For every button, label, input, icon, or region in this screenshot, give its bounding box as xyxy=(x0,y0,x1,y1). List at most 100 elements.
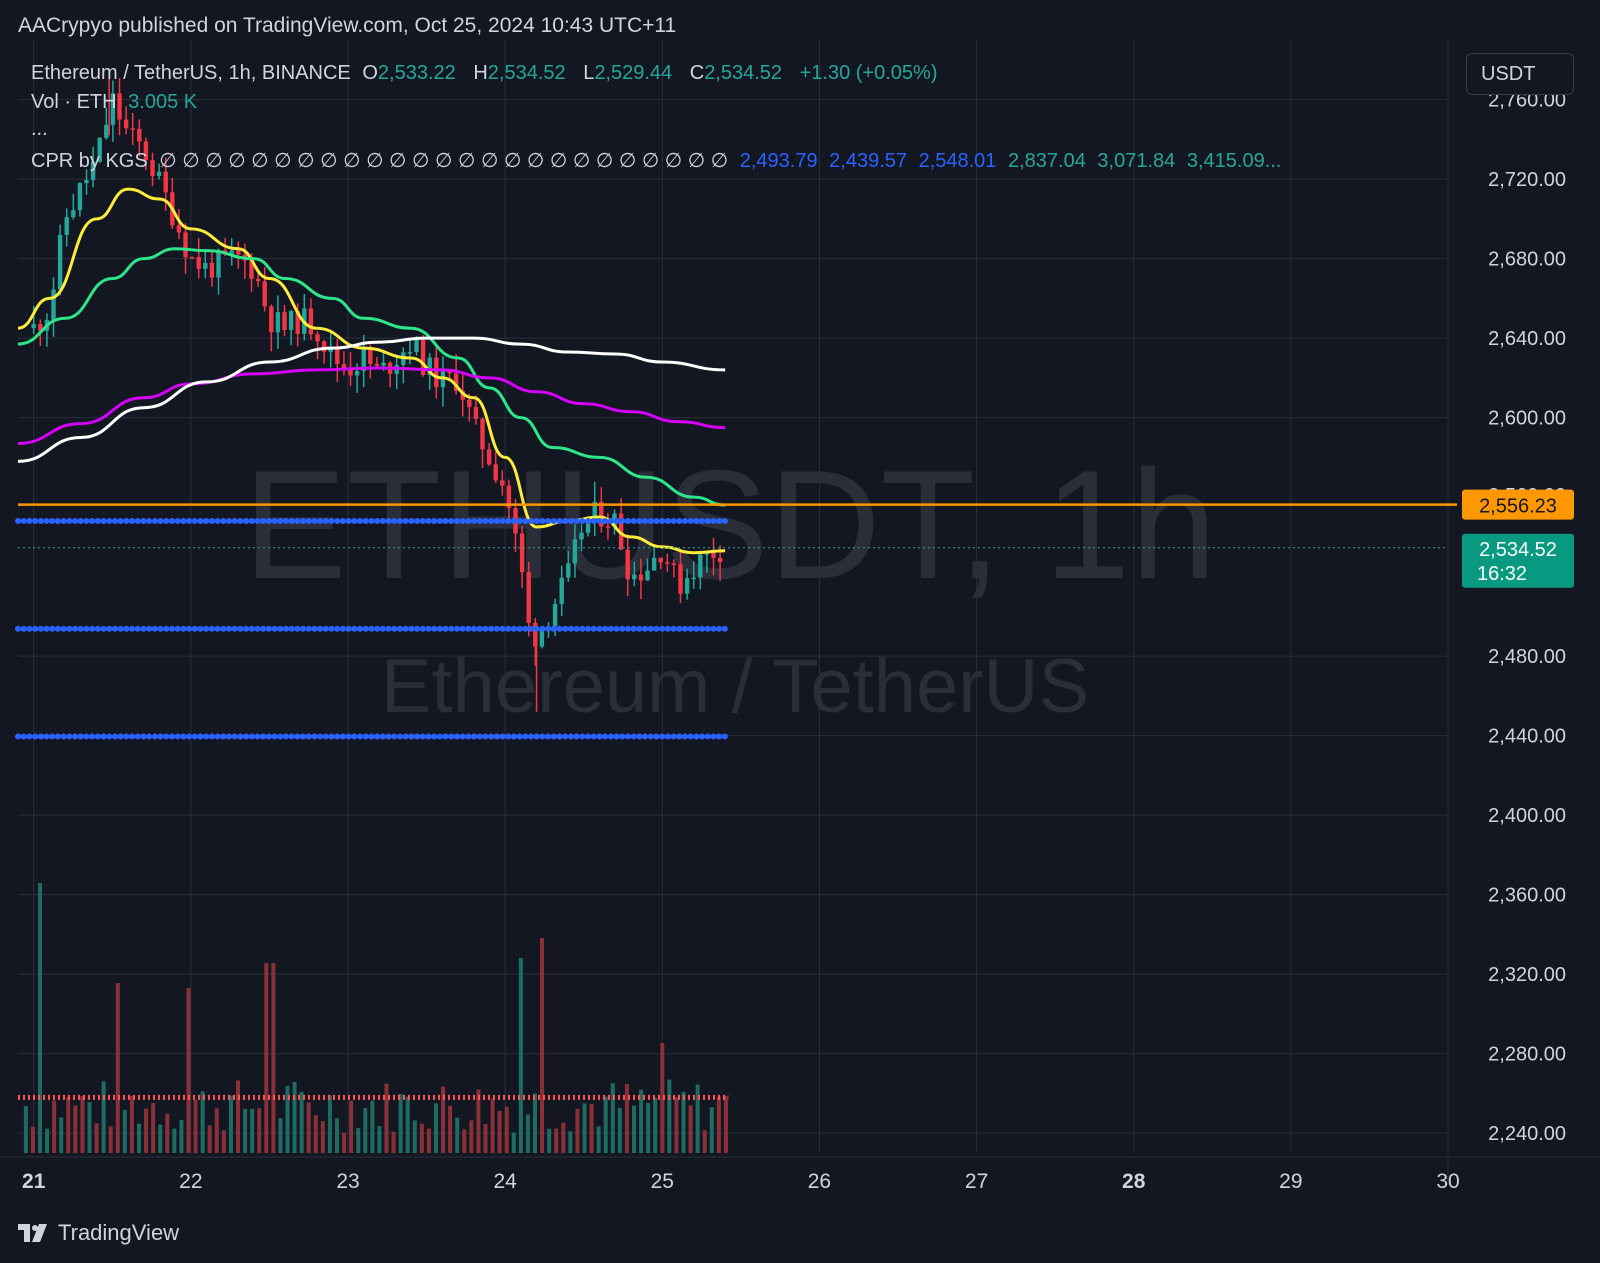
close-value: 2,534.52 xyxy=(704,62,783,84)
candle-body xyxy=(143,141,149,161)
ma-line xyxy=(17,336,726,463)
axes: 2,760.00 2,720.00 2,680.00 2,640.00 2,600.00… xyxy=(22,90,1566,1193)
low-value: 2,529.44 xyxy=(594,62,673,84)
currency-button[interactable]: USDT xyxy=(1466,53,1574,95)
candle-body xyxy=(117,93,122,120)
volume-bar xyxy=(250,1108,255,1153)
volume-bar xyxy=(292,1082,297,1153)
candle-body xyxy=(678,564,683,594)
volume-bar xyxy=(455,1117,460,1153)
volume-bar xyxy=(151,1102,156,1153)
time-tick-label: 24 xyxy=(493,1170,517,1193)
candle-body xyxy=(559,577,564,604)
price-tick-label: 2,280.00 xyxy=(1488,1044,1566,1066)
volume-bar xyxy=(518,958,523,1153)
candle-body xyxy=(625,549,630,580)
time-tick-label: 29 xyxy=(1279,1170,1302,1193)
candle-body xyxy=(97,137,102,162)
volume-bar xyxy=(681,1091,686,1153)
volume-bar xyxy=(596,1126,601,1153)
volume-bar xyxy=(144,1108,149,1153)
candle-body xyxy=(605,526,611,528)
volume-bar xyxy=(186,988,191,1153)
volume-bar xyxy=(632,1105,636,1153)
candle-body xyxy=(460,390,465,400)
symbol-title[interactable]: Ethereum / TetherUS, 1h, BINANCE xyxy=(31,62,351,84)
footer-brand[interactable]: TradingView xyxy=(18,1220,179,1246)
candle-body xyxy=(486,449,492,465)
candle-body xyxy=(249,260,254,279)
volume-bar xyxy=(52,1100,57,1153)
candle-body xyxy=(64,217,69,235)
candle-body xyxy=(130,128,135,130)
candle-body xyxy=(506,485,512,509)
price-tick-label: 2,480.00 xyxy=(1488,646,1566,668)
volume-bar xyxy=(377,1126,382,1153)
candle-body xyxy=(552,603,558,627)
candle-body xyxy=(447,370,452,374)
open-value: 2,533.22 xyxy=(377,62,456,84)
resistance-price-label: 2,556.23 xyxy=(1479,496,1557,518)
open-label: O xyxy=(362,62,378,84)
volume-bar xyxy=(59,1117,64,1153)
candle-body xyxy=(500,480,505,486)
volume-bar xyxy=(610,1083,615,1153)
candle-body xyxy=(599,501,604,527)
volume-bar xyxy=(370,1100,375,1153)
volume-bar xyxy=(94,1123,99,1153)
candle-body xyxy=(566,563,571,578)
symbol-watermark: ETHUSDT, 1h Ethereum / TetherUS xyxy=(243,438,1216,729)
published-line: AACrypyo published on TradingView.com, O… xyxy=(18,14,677,37)
volume-bar xyxy=(137,1123,141,1153)
close-label: C xyxy=(689,62,705,84)
candle-body xyxy=(288,311,294,331)
low-label: L xyxy=(583,62,595,84)
candle-body xyxy=(533,622,538,647)
resistance-price-tag xyxy=(1462,489,1574,520)
candle-body xyxy=(691,577,696,580)
more-indicators-toggle[interactable]: ... xyxy=(31,118,48,140)
volume-bar xyxy=(723,1095,728,1153)
candle-body xyxy=(579,532,584,540)
time-tick-label: 30 xyxy=(1436,1170,1459,1193)
candles xyxy=(31,75,723,712)
volume-bar xyxy=(469,1120,474,1153)
candle-body xyxy=(176,225,182,233)
volume-bar xyxy=(122,1109,127,1153)
candle-body xyxy=(183,232,188,258)
volume-bar xyxy=(639,1089,644,1153)
price-tick-label: 2,600.00 xyxy=(1488,408,1566,430)
volume-legend[interactable]: Vol · ETH 3.005 K xyxy=(31,91,203,114)
volume-bar xyxy=(603,1096,608,1153)
candle-body xyxy=(84,179,89,184)
high-label: H xyxy=(473,62,488,84)
volume-bar xyxy=(504,1106,509,1153)
volume-bar xyxy=(243,1108,248,1153)
cpr-legend[interactable]: CPR by KGS ∅ ∅ ∅ ∅ ∅ ∅ ∅ ∅ ∅ ∅ ∅ ∅ ∅ ∅ ∅… xyxy=(31,148,1287,173)
bar-countdown-label: 16:32 xyxy=(1477,563,1527,585)
time-tick-label: 22 xyxy=(179,1170,202,1193)
candle-body xyxy=(163,171,168,193)
cpr-empty-values: ∅ ∅ ∅ ∅ ∅ ∅ ∅ ∅ ∅ ∅ ∅ ∅ ∅ ∅ ∅ ∅ ∅ ∅ ∅ ∅ … xyxy=(159,150,729,172)
candle-body xyxy=(361,348,366,372)
candle-body xyxy=(282,312,287,331)
candle-body xyxy=(31,324,36,329)
volume-bar xyxy=(653,1098,658,1153)
candle-body xyxy=(592,501,597,517)
candle-body xyxy=(645,570,650,581)
candle-body xyxy=(110,93,116,125)
volume-bar xyxy=(441,1086,446,1153)
price-tick-label: 2,240.00 xyxy=(1488,1123,1566,1145)
volume-bar xyxy=(306,1102,311,1153)
candle-body xyxy=(407,352,413,354)
volume-bar xyxy=(702,1130,707,1153)
grid xyxy=(0,40,1600,1185)
volume-bar xyxy=(646,1103,651,1153)
candle-body xyxy=(381,362,386,366)
candle-body xyxy=(651,557,657,571)
volume-bar xyxy=(299,1091,304,1153)
cpr-value: 3,415.09... xyxy=(1186,150,1282,172)
